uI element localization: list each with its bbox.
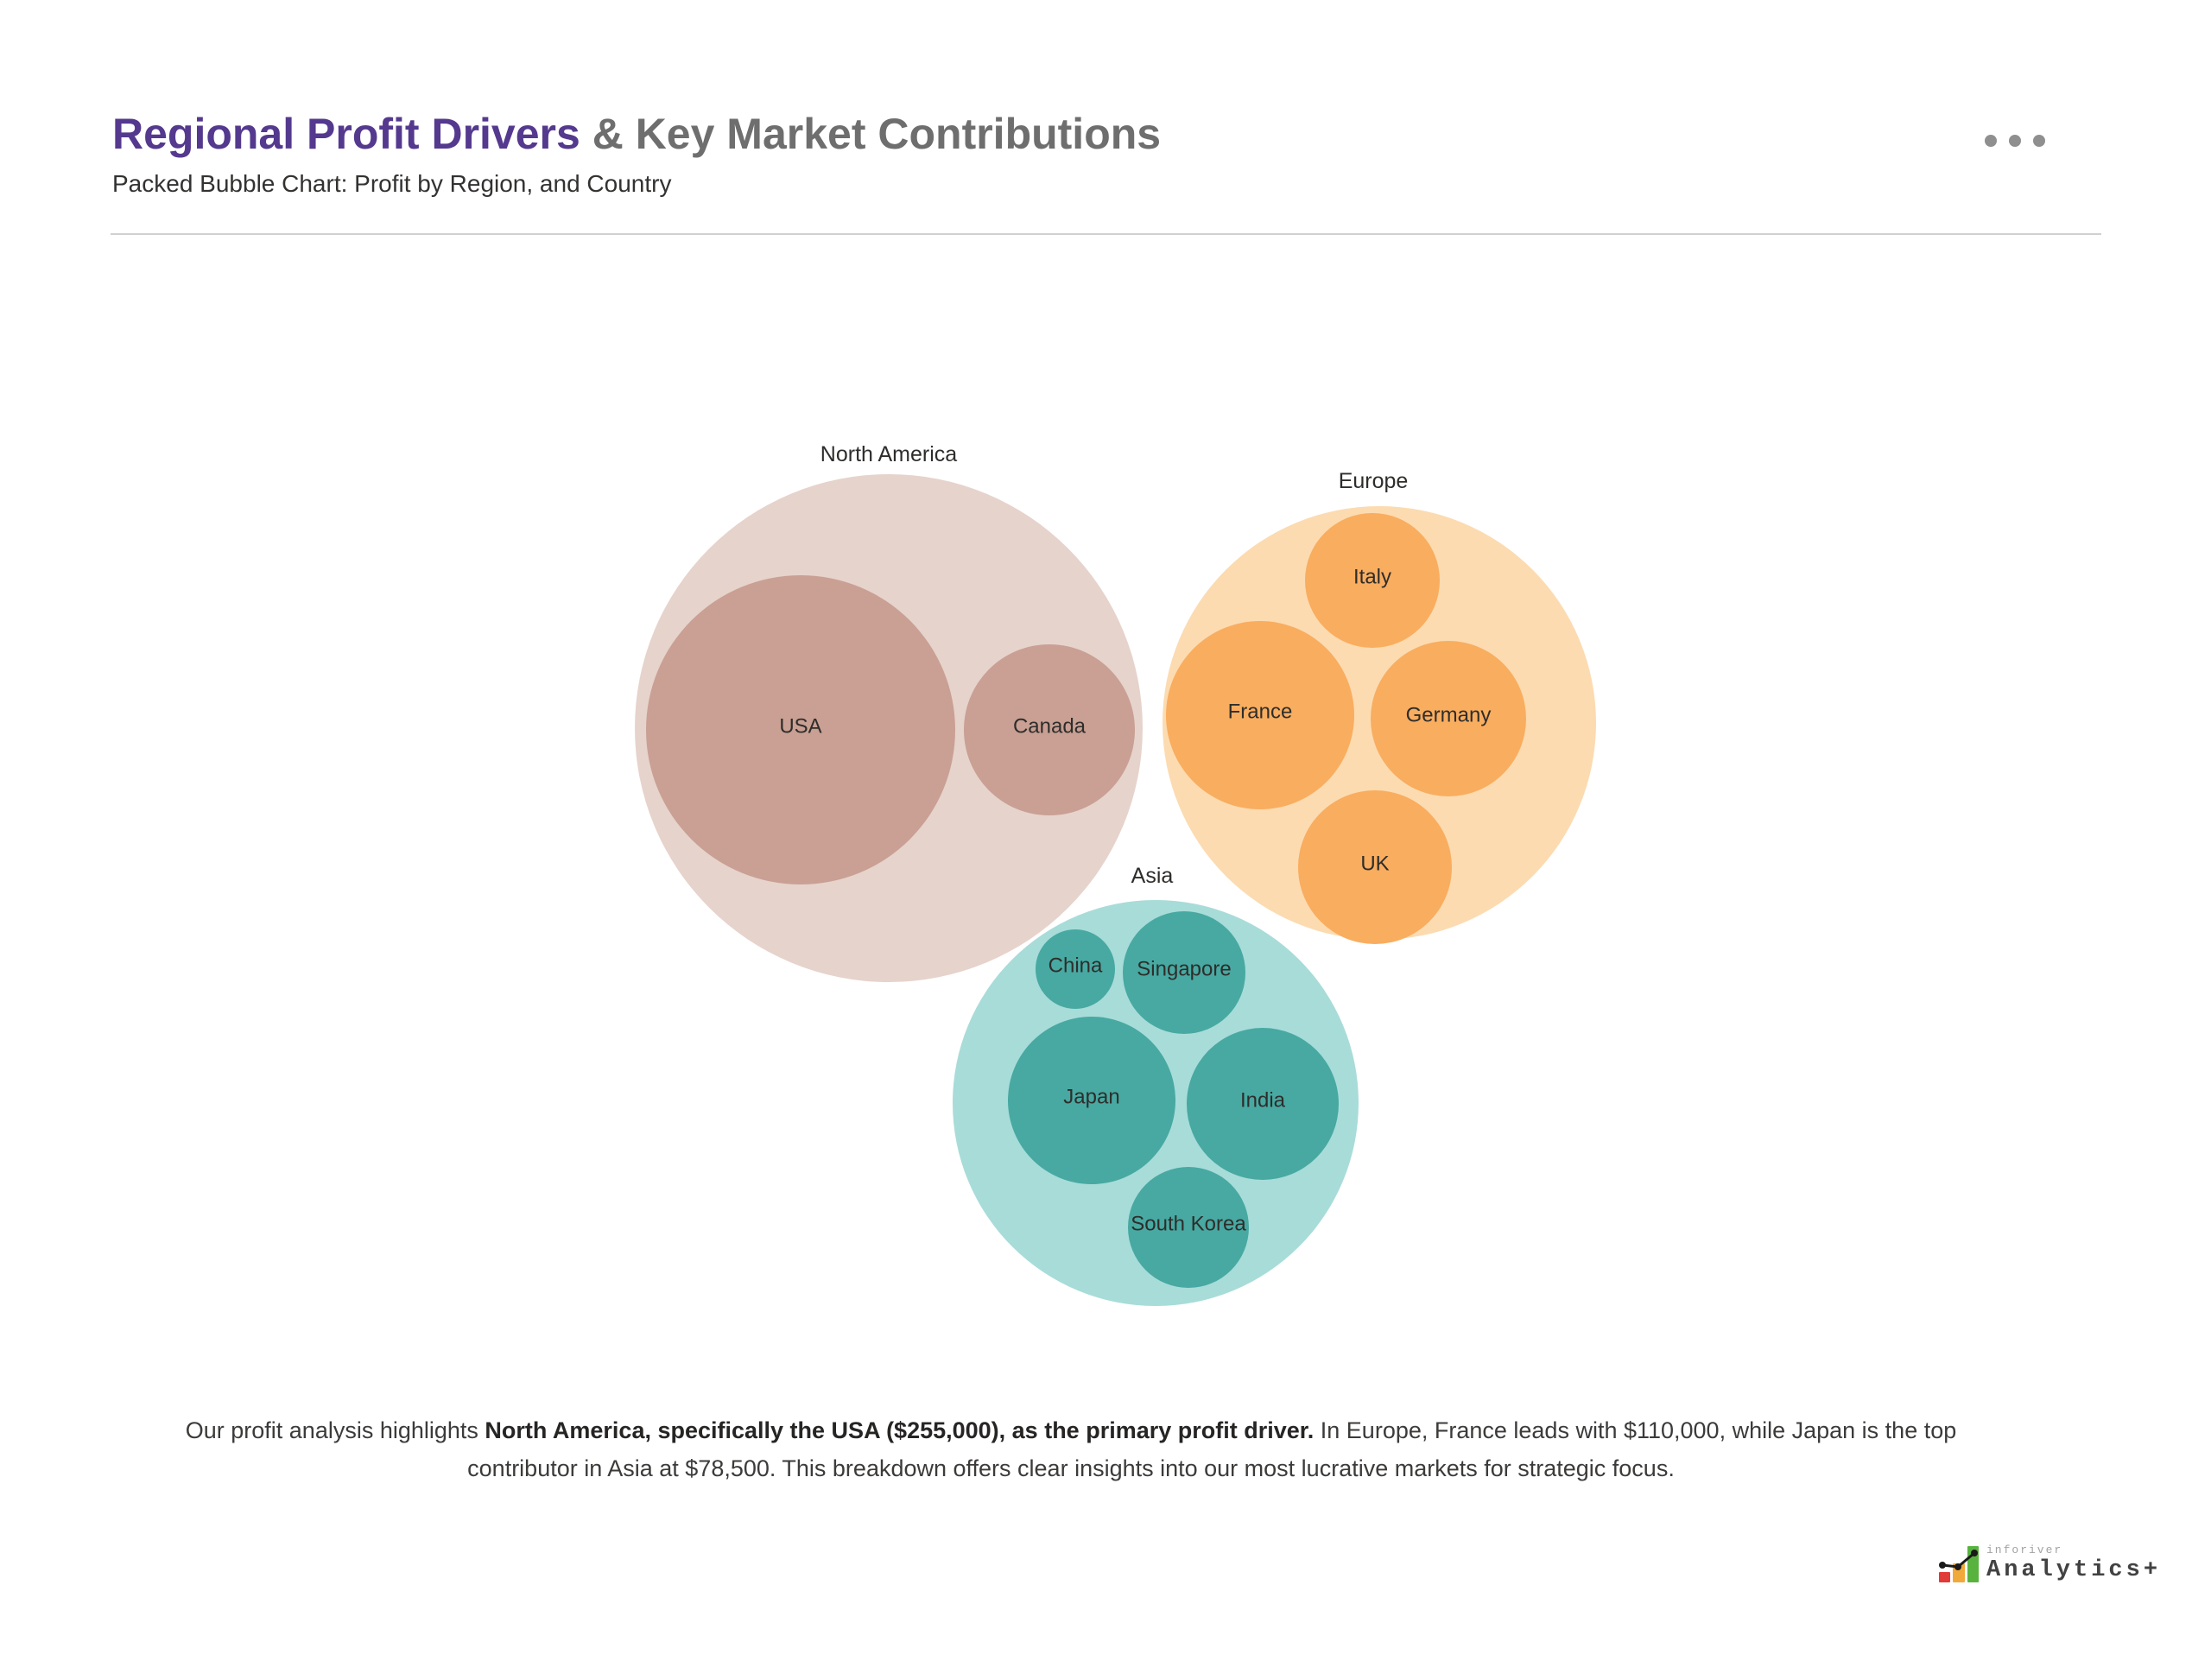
country-label-singapore: Singapore	[1137, 958, 1231, 981]
insight-text-segment: In Europe, France leads with $110,000, w…	[467, 1417, 1957, 1481]
country-label-south-korea: South Korea	[1131, 1213, 1246, 1236]
header-divider	[111, 233, 2101, 235]
brand-name-top: inforiver	[1986, 1544, 2063, 1556]
insight-text-bold: North America, specifically the USA ($25…	[485, 1417, 1315, 1443]
bar-chart-logo-icon	[1939, 1546, 1979, 1582]
country-bubble-italy[interactable]	[1305, 513, 1440, 648]
region-label-asia: Asia	[1131, 864, 1174, 888]
inforiver-logo: inforiver Analytics+	[1937, 1543, 2161, 1584]
title-secondary: & Key Market Contributions	[580, 110, 1162, 158]
country-label-france: France	[1228, 701, 1293, 724]
country-bubble-france[interactable]	[1166, 621, 1354, 809]
country-bubble-usa[interactable]	[646, 575, 955, 884]
more-options-button[interactable]	[1983, 133, 2047, 149]
page-title: Regional Profit Drivers & Key Market Con…	[112, 109, 2012, 159]
country-label-uk: UK	[1360, 853, 1389, 876]
country-label-canada: Canada	[1013, 715, 1086, 739]
country-label-india: India	[1240, 1089, 1286, 1113]
insight-text: Our profit analysis highlights North Ame…	[173, 1411, 1969, 1487]
country-label-usa: USA	[779, 715, 821, 739]
country-label-italy: Italy	[1353, 566, 1391, 589]
brand-name-bottom: Analytics+	[1986, 1557, 2162, 1583]
country-bubble-germany[interactable]	[1371, 641, 1526, 796]
insight-text-segment: Our profit analysis highlights	[185, 1417, 485, 1443]
header: Regional Profit Drivers & Key Market Con…	[112, 109, 2012, 199]
ellipsis-dot-icon	[2033, 135, 2045, 147]
country-bubble-singapore[interactable]	[1123, 911, 1245, 1034]
page-subtitle: Packed Bubble Chart: Profit by Region, a…	[112, 170, 672, 197]
country-bubble-india[interactable]	[1187, 1028, 1339, 1180]
country-bubble-south-korea[interactable]	[1128, 1167, 1249, 1288]
country-bubble-china[interactable]	[1036, 929, 1115, 1009]
country-label-japan: Japan	[1063, 1086, 1119, 1109]
region-label-north-america: North America	[820, 442, 957, 466]
title-primary: Regional Profit Drivers	[112, 110, 580, 158]
country-bubble-uk[interactable]	[1298, 790, 1452, 944]
country-bubble-canada[interactable]	[964, 644, 1135, 815]
ellipsis-dot-icon	[2009, 135, 2021, 147]
country-bubble-japan[interactable]	[1008, 1017, 1175, 1184]
country-label-china: China	[1048, 954, 1103, 978]
region-label-europe: Europe	[1339, 469, 1409, 493]
ellipsis-dot-icon	[1985, 135, 1997, 147]
country-label-germany: Germany	[1406, 704, 1492, 727]
